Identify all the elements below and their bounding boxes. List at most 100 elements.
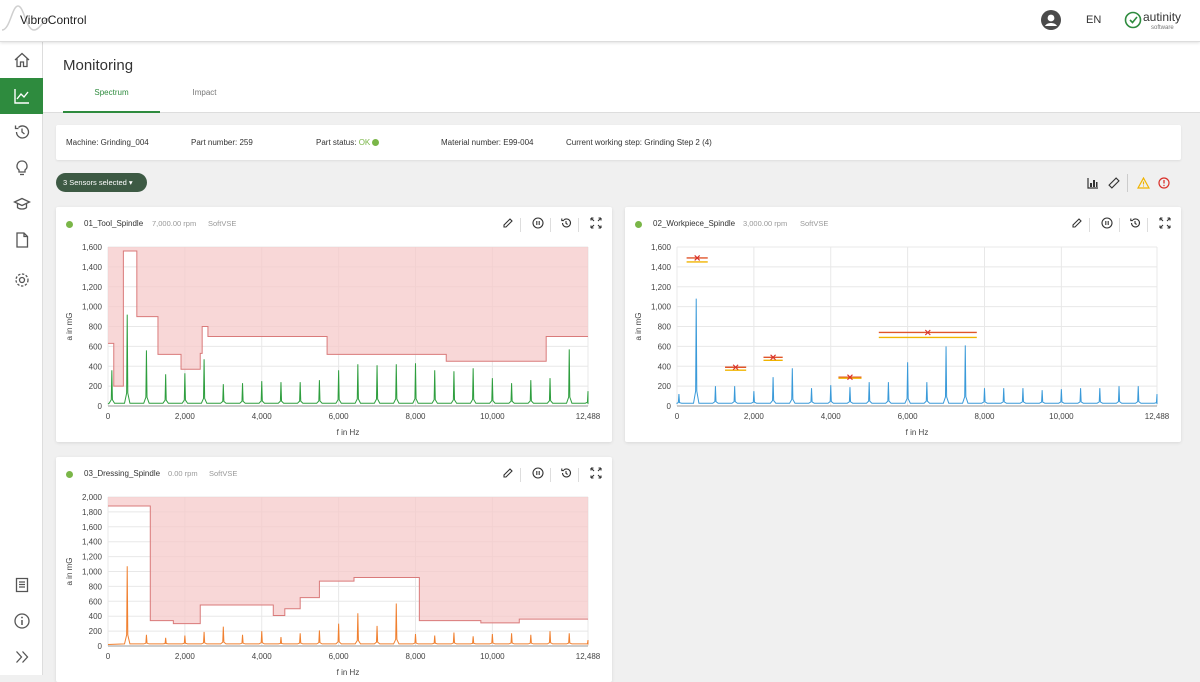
history-icon[interactable] <box>1129 217 1141 229</box>
sidebar-item-history[interactable] <box>0 114 43 150</box>
y-tick-label: 400 <box>658 362 672 371</box>
x-tick-label: 6,000 <box>898 412 919 421</box>
card-toolbar <box>502 467 612 483</box>
limit-marker[interactable] <box>725 365 746 370</box>
x-tick-label: 10,000 <box>480 412 505 421</box>
spectrum-series <box>677 299 1157 404</box>
pause-icon[interactable] <box>532 217 544 229</box>
tab-spectrum[interactable]: Spectrum <box>63 88 160 113</box>
measure-ruler-icon[interactable] <box>1108 177 1120 189</box>
toolbar-divider <box>520 468 521 482</box>
sidebar-item-settings[interactable] <box>0 262 43 298</box>
logo-subtext: software <box>1151 25 1174 31</box>
sensor-rpm: 7,000.00 rpm <box>152 219 196 228</box>
y-tick-label: 1,400 <box>82 263 103 272</box>
chart-settings-icon[interactable] <box>1087 177 1099 189</box>
machine-info: Machine: Grinding_004 <box>66 138 149 147</box>
sidebar-item-manual[interactable] <box>0 567 43 603</box>
x-axis-label: f in Hz <box>906 428 929 437</box>
y-tick-label: 600 <box>89 342 103 351</box>
sidebar <box>0 42 43 675</box>
sidebar-item-monitoring[interactable] <box>0 78 43 114</box>
logo-text: autinity <box>1143 10 1181 24</box>
y-tick-label: 600 <box>658 342 672 351</box>
toolbar-divider <box>578 218 579 232</box>
y-tick-label: 200 <box>658 382 672 391</box>
error-icon[interactable] <box>1158 177 1170 189</box>
info-icon <box>13 612 31 630</box>
settings-icon <box>13 271 31 289</box>
sensor-source: SoftVSE <box>208 219 236 228</box>
y-tick-label: 1,200 <box>651 283 672 292</box>
limit-marker[interactable] <box>763 355 782 360</box>
sensor-name: 01_Tool_Spindle <box>84 219 143 228</box>
y-tick-label: 1,000 <box>82 568 103 577</box>
tab-impact[interactable]: Impact <box>156 88 253 113</box>
limit-marker[interactable] <box>687 255 708 261</box>
sidebar-item-documents[interactable] <box>0 222 43 258</box>
x-tick-label: 8,000 <box>405 652 426 661</box>
sidebar-item-training[interactable] <box>0 186 43 222</box>
y-tick-label: 200 <box>89 382 103 391</box>
y-axis-label: a in mG <box>634 312 643 340</box>
limit-band <box>108 247 588 386</box>
warning-icon[interactable] <box>1137 177 1150 189</box>
part-status-label: Part status: <box>316 138 356 147</box>
card-toolbar <box>1071 217 1181 233</box>
y-tick-label: 0 <box>98 402 103 411</box>
y-tick-label: 1,400 <box>82 538 103 547</box>
working-step-info: Current working step: Grinding Step 2 (4… <box>566 138 712 147</box>
y-tick-label: 400 <box>89 362 103 371</box>
machine-info-bar: Machine: Grinding_004 Part number: 259 P… <box>56 125 1181 160</box>
x-tick-label: 12,488 <box>1145 412 1170 421</box>
pause-icon[interactable] <box>532 467 544 479</box>
history-icon[interactable] <box>560 467 572 479</box>
sensors-selected-dropdown[interactable]: 3 Sensors selected ▾ <box>56 173 147 192</box>
y-tick-label: 200 <box>89 627 103 636</box>
y-tick-label: 1,800 <box>82 508 103 517</box>
toolbar-divider <box>1119 218 1120 232</box>
limit-marker[interactable] <box>838 375 861 380</box>
part-status-value: OK <box>359 138 371 147</box>
home-icon <box>13 51 31 69</box>
x-tick-label: 12,488 <box>576 412 601 421</box>
sidebar-item-home[interactable] <box>0 42 43 78</box>
y-tick-label: 600 <box>89 597 103 606</box>
sensor-name: 02_Workpiece_Spindle <box>653 219 735 228</box>
sensor-name: 03_Dressing_Spindle <box>84 469 160 478</box>
y-tick-label: 1,600 <box>82 523 103 532</box>
limit-band <box>108 497 588 624</box>
x-tick-label: 6,000 <box>329 652 350 661</box>
x-tick-label: 12,488 <box>576 652 601 661</box>
x-axis-label: f in Hz <box>337 428 360 437</box>
user-account-icon[interactable] <box>1041 10 1061 30</box>
x-tick-label: 10,000 <box>1049 412 1074 421</box>
toolbar-divider <box>1127 174 1128 192</box>
edit-pencil-icon[interactable] <box>502 467 514 479</box>
language-selector[interactable]: EN <box>1086 14 1101 26</box>
x-tick-label: 4,000 <box>252 652 273 661</box>
limit-marker[interactable] <box>879 330 977 337</box>
edit-pencil-icon[interactable] <box>502 217 514 229</box>
y-tick-label: 800 <box>89 582 103 591</box>
y-tick-label: 1,200 <box>82 553 103 562</box>
pause-icon[interactable] <box>1101 217 1113 229</box>
sidebar-item-info[interactable] <box>0 603 43 639</box>
sensor-status-dot <box>66 221 73 228</box>
y-axis-label: a in mG <box>65 312 74 340</box>
toolbar-divider <box>1089 218 1090 232</box>
fullscreen-icon[interactable] <box>590 217 602 229</box>
sidebar-expand[interactable] <box>0 639 43 675</box>
toolbar-divider <box>1147 218 1148 232</box>
fullscreen-icon[interactable] <box>1159 217 1171 229</box>
history-icon[interactable] <box>560 217 572 229</box>
toolbar-divider <box>520 218 521 232</box>
fullscreen-icon[interactable] <box>590 467 602 479</box>
edit-pencil-icon[interactable] <box>1071 217 1083 229</box>
sidebar-item-insights[interactable] <box>0 150 43 186</box>
